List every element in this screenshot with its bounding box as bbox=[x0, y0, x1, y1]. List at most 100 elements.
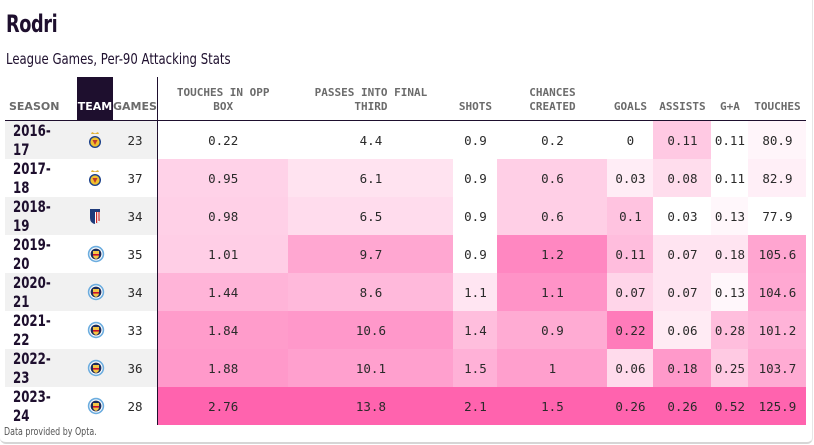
heatmap-cell: 103.7 bbox=[748, 349, 807, 387]
team-cell bbox=[77, 159, 113, 197]
heatmap-cell: 0.18 bbox=[653, 349, 712, 387]
season-cell: 2019-20 bbox=[5, 235, 77, 273]
heatmap-cell: 2.1 bbox=[453, 387, 498, 425]
heatmap-cell: 1.84 bbox=[157, 311, 289, 349]
atletico-madrid-crest-icon bbox=[87, 207, 103, 225]
heatmap-cell: 0.98 bbox=[157, 197, 289, 235]
heatmap-cell: 0.9 bbox=[453, 120, 498, 159]
column-header-season: SEASON bbox=[5, 77, 77, 121]
column-header-assists: ASSISTS bbox=[653, 77, 712, 121]
heatmap-cell: 101.2 bbox=[748, 311, 807, 349]
games-cell: 28 bbox=[113, 387, 158, 425]
heatmap-cell: 6.5 bbox=[288, 197, 454, 235]
heatmap-cell: 0.11 bbox=[653, 120, 712, 159]
heatmap-cell: 1.88 bbox=[157, 349, 289, 387]
villarreal-crest-icon bbox=[87, 169, 103, 187]
table-row: 2021-22 33 1.84 10.6 1.4 0.9 0.22 0.06 0.28 101.2 bbox=[5, 311, 807, 349]
heatmap-cell: 0.28 bbox=[711, 311, 749, 349]
team-cell bbox=[77, 387, 113, 425]
team-cell bbox=[77, 273, 113, 311]
heatmap-cell: 1.4 bbox=[453, 311, 498, 349]
season-cell: 2021-22 bbox=[5, 311, 77, 349]
page-title: Rodri bbox=[6, 10, 58, 38]
games-cell: 33 bbox=[113, 311, 158, 349]
heatmap-cell: 8.6 bbox=[288, 273, 454, 311]
heatmap-cell: 0.08 bbox=[653, 159, 712, 197]
heatmap-cell: 10.1 bbox=[288, 349, 454, 387]
data-source-note: Data provided by Opta. bbox=[4, 425, 97, 438]
heatmap-cell: 0.22 bbox=[607, 311, 654, 349]
team-cell bbox=[77, 197, 113, 235]
season-cell: 2023-24 bbox=[5, 387, 77, 425]
team-cell bbox=[77, 120, 113, 159]
heatmap-cell: 0.07 bbox=[607, 273, 654, 311]
games-cell: 34 bbox=[113, 273, 158, 311]
villarreal-crest-icon bbox=[87, 131, 103, 149]
heatmap-cell: 125.9 bbox=[748, 387, 807, 425]
games-cell: 23 bbox=[113, 120, 158, 159]
manchester-city-crest-icon bbox=[87, 359, 105, 377]
manchester-city-crest-icon bbox=[87, 397, 105, 415]
table-row: 2018-19 34 0.98 6.5 0.9 0.6 0.1 0.03 0.13 77.9 bbox=[5, 197, 807, 235]
table-row: 2019-20 35 1.01 9.7 0.9 1.2 0.11 0.07 0.18 105.6 bbox=[5, 235, 807, 273]
table-row: 2016-17 23 0.22 4.4 0.9 0.2 0 0.11 0.11 80.9 bbox=[5, 120, 807, 159]
heatmap-cell: 0.11 bbox=[607, 235, 654, 273]
column-header-passes-final-third: PASSES INTO FINAL THIRD bbox=[288, 77, 454, 121]
games-cell: 35 bbox=[113, 235, 158, 273]
heatmap-cell: 1.1 bbox=[453, 273, 498, 311]
heatmap-cell: 0.9 bbox=[453, 159, 498, 197]
heatmap-cell: 0.03 bbox=[607, 159, 654, 197]
season-label: 2020-21 bbox=[13, 273, 51, 311]
heatmap-cell: 1.5 bbox=[453, 349, 498, 387]
table-row: 2023-24 28 2.76 13.8 2.1 1.5 0.26 0.26 0.52 125.9 bbox=[5, 387, 807, 425]
heatmap-cell: 0.11 bbox=[711, 159, 749, 197]
heatmap-cell: 0.9 bbox=[453, 235, 498, 273]
manchester-city-crest-icon bbox=[87, 245, 105, 263]
heatmap-cell: 0.52 bbox=[711, 387, 749, 425]
season-label: 2018-19 bbox=[13, 197, 51, 235]
team-cell bbox=[77, 235, 113, 273]
table-row: 2022-23 36 1.88 10.1 1.5 1 0.06 0.18 0.25 103.7 bbox=[5, 349, 807, 387]
heatmap-cell: 105.6 bbox=[748, 235, 807, 273]
heatmap-cell: 0.06 bbox=[607, 349, 654, 387]
season-label: 2021-22 bbox=[13, 311, 51, 349]
column-header-ga: G+A bbox=[711, 77, 749, 121]
heatmap-cell: 0.2 bbox=[497, 120, 608, 159]
heatmap-cell: 10.6 bbox=[288, 311, 454, 349]
heatmap-cell: 0.03 bbox=[653, 197, 712, 235]
column-header-games: GAMES bbox=[113, 77, 158, 121]
season-cell: 2017-18 bbox=[5, 159, 77, 197]
games-cell: 37 bbox=[113, 159, 158, 197]
heatmap-cell: 1 bbox=[497, 349, 608, 387]
heatmap-cell: 0.9 bbox=[497, 311, 608, 349]
heatmap-cell: 77.9 bbox=[748, 197, 807, 235]
season-label: 2017-18 bbox=[13, 159, 51, 197]
heatmap-cell: 0.06 bbox=[653, 311, 712, 349]
heatmap-cell: 0.07 bbox=[653, 273, 712, 311]
heatmap-cell: 0.25 bbox=[711, 349, 749, 387]
heatmap-cell: 0.6 bbox=[497, 197, 608, 235]
column-header-touches: TOUCHES bbox=[748, 77, 807, 121]
heatmap-cell: 13.8 bbox=[288, 387, 454, 425]
column-header-shots: SHOTS bbox=[453, 77, 498, 121]
table-row: 2020-21 34 1.44 8.6 1.1 1.1 0.07 0.07 0.13 104.6 bbox=[5, 273, 807, 311]
season-cell: 2018-19 bbox=[5, 197, 77, 235]
heatmap-cell: 1.2 bbox=[497, 235, 608, 273]
manchester-city-crest-icon bbox=[87, 321, 105, 339]
season-cell: 2020-21 bbox=[5, 273, 77, 311]
header-row: SEASON TEAM GAMES TOUCHES IN OPP BOX PASS… bbox=[5, 77, 807, 121]
heatmap-cell: 1.1 bbox=[497, 273, 608, 311]
games-cell: 36 bbox=[113, 349, 158, 387]
heatmap-cell: 0.07 bbox=[653, 235, 712, 273]
heatmap-cell: 9.7 bbox=[288, 235, 454, 273]
season-cell: 2022-23 bbox=[5, 349, 77, 387]
heatmap-cell: 2.76 bbox=[157, 387, 289, 425]
season-label: 2019-20 bbox=[13, 235, 51, 273]
column-header-goals: GOALS bbox=[607, 77, 654, 121]
heatmap-cell: 0.18 bbox=[711, 235, 749, 273]
heatmap-cell: 0 bbox=[607, 120, 654, 159]
heatmap-cell: 80.9 bbox=[748, 120, 807, 159]
heatmap-cell: 0.11 bbox=[711, 120, 749, 159]
heatmap-cell: 0.1 bbox=[607, 197, 654, 235]
